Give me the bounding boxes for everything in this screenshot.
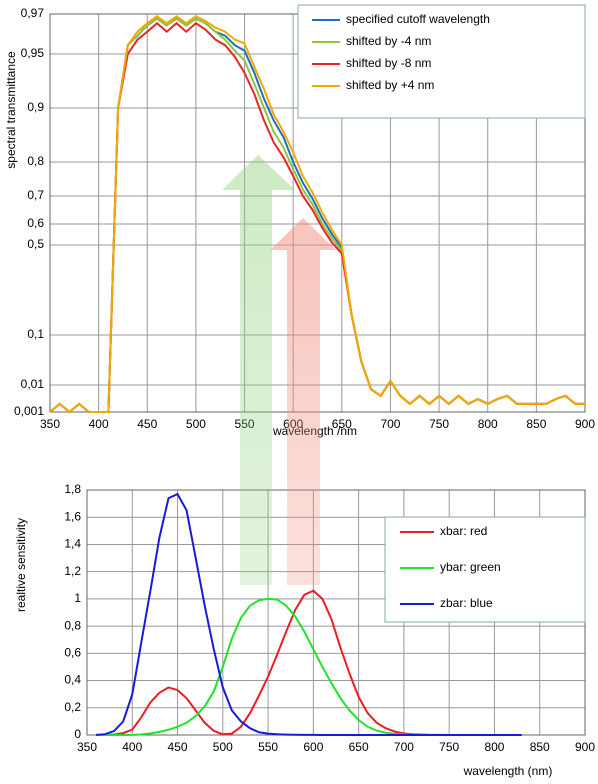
legend-label: zbar: blue (440, 596, 493, 610)
x-tick-label: 850 (526, 417, 546, 431)
x-tick-label: 750 (439, 740, 459, 754)
y-tick-label: 0,5 (27, 237, 44, 251)
green-arrow (222, 155, 295, 585)
y-tick-label: 0,6 (27, 216, 44, 230)
legend-label: shifted by -4 nm (346, 34, 431, 48)
y-tick-label: 1 (74, 591, 81, 605)
plots: 0,001 0,01 0,1 0,5 0,6 0,7 0,8 0,9 0,95 0,97 350 40… (4, 4, 595, 778)
x-tick-label: 800 (478, 417, 498, 431)
x-tick-label: 700 (380, 417, 400, 431)
x-tick-label: 450 (168, 740, 188, 754)
y-axis-title: realtive sensitivity (14, 518, 28, 612)
y-tick-label: 0,8 (27, 154, 44, 168)
x-tick-label: 900 (575, 417, 595, 431)
y-tick-label: 0,4 (64, 673, 81, 687)
legend-label: specified cutoff wavelength (346, 12, 490, 26)
series-line (96, 492, 522, 736)
y-tick-label: 0,7 (27, 188, 44, 202)
y-tick-label: 0,1 (27, 327, 44, 341)
x-tick-label: 500 (186, 417, 206, 431)
y-tick-label: 1,8 (64, 482, 81, 496)
x-tick-label: 350 (77, 740, 97, 754)
x-tick-label: 650 (332, 417, 352, 431)
y-tick-label: 0,8 (64, 618, 81, 632)
x-tick-label: 800 (484, 740, 504, 754)
x-tick-label: 900 (575, 740, 595, 754)
x-tick-label: 350 (40, 417, 60, 431)
legend-box (297, 4, 586, 119)
x-tick-label: 500 (213, 740, 233, 754)
y-tick-label: 0,9 (27, 100, 44, 114)
y-tick-label: 0,01 (21, 377, 45, 391)
x-tick-label: 550 (258, 740, 278, 754)
x-tick-label: 700 (394, 740, 414, 754)
y-tick-label: 1,4 (64, 537, 81, 551)
x-tick-label: 650 (349, 740, 369, 754)
y-tick-label: 0,001 (14, 404, 44, 418)
legend-label: shifted by +4 nm (346, 78, 434, 92)
x-tick-label: 750 (429, 417, 449, 431)
y-tick-label: 0,97 (21, 6, 45, 20)
y-tick-label: 1,2 (64, 564, 81, 578)
legend-label: shifted by -8 nm (346, 56, 431, 70)
y-tick-label: 0,6 (64, 646, 81, 660)
y-axis-title: spectral transmittance (4, 51, 18, 169)
y-tick-label: 0,2 (64, 700, 81, 714)
series-line (49, 15, 585, 414)
y-tick-label: 1,6 (64, 509, 81, 523)
x-tick-label: 600 (303, 740, 323, 754)
legend-label: xbar: red (440, 524, 487, 538)
x-tick-label: 400 (89, 417, 109, 431)
y-tick-label: 0 (74, 727, 81, 741)
x-tick-label: 850 (530, 740, 550, 754)
x-tick-label: 400 (122, 740, 142, 754)
x-tick-label: 450 (137, 417, 157, 431)
x-axis-title: wavelength (nm) (463, 764, 553, 778)
red-arrow (270, 218, 336, 585)
y-tick-label: 0,95 (21, 46, 45, 60)
legend-label: ybar: green (440, 560, 501, 574)
